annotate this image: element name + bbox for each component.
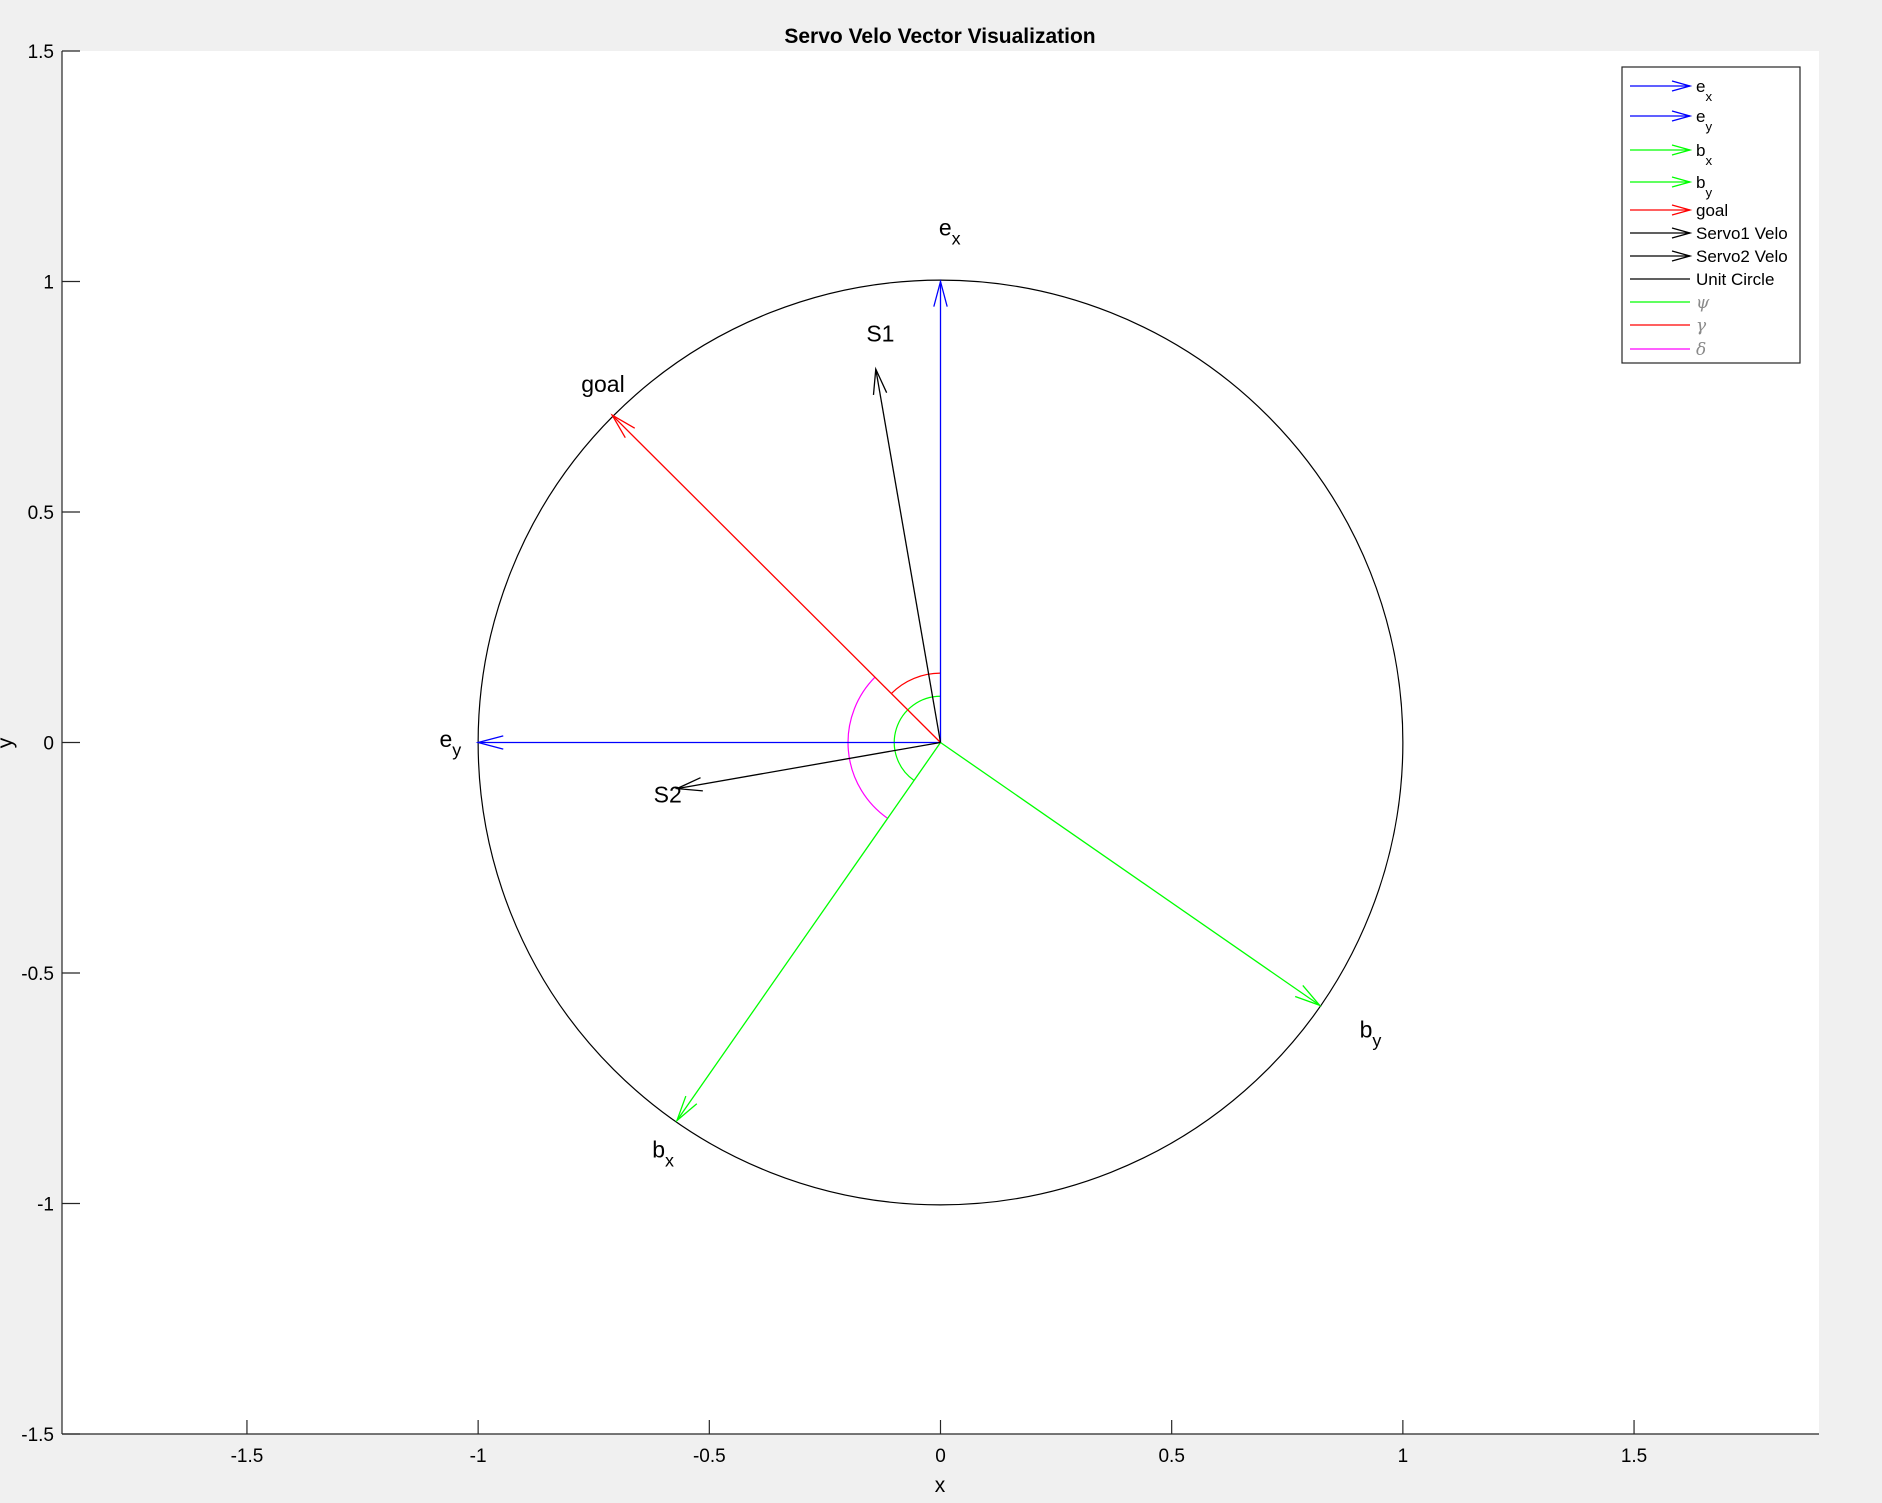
y-tick-label: 1 (43, 273, 54, 294)
y-tick-label: -0.5 (21, 964, 54, 985)
legend-label-ex-main: e (1696, 77, 1705, 96)
x-tick-label: -1 (470, 1446, 487, 1467)
axis-ticks: -1.5 -1 -0.5 0 0.5 1 1.5 -1.5 -1 -0.5 0 0.5 1 1.5 (21, 42, 1647, 1467)
legend-label-bx: bx (1696, 141, 1712, 168)
y-tick-label: 0.5 (28, 503, 54, 524)
x-tick-label: -1.5 (231, 1446, 264, 1467)
legend-arrowhead-s2 (1671, 250, 1693, 262)
legend-arrowhead-goal (1671, 204, 1693, 216)
vector-label-by-main: b (1360, 1017, 1373, 1043)
legend-arrowhead-s1 (1671, 227, 1693, 239)
vector-label-goal: goal (581, 371, 624, 397)
legend-label-bx-main: b (1696, 141, 1705, 160)
legend-arrowhead-by (1671, 176, 1693, 188)
arrowhead-s1 (872, 366, 888, 396)
legend-label-by-main: b (1696, 173, 1705, 192)
legend-label-ex-sub: x (1705, 89, 1712, 104)
legend-label-ey: ey (1696, 107, 1712, 134)
vector-label-bx-main: b (652, 1136, 665, 1162)
legend-label-psi-main: ψ (1696, 293, 1710, 313)
x-tick-label: 1.5 (1621, 1446, 1647, 1467)
arrowhead-goal (610, 413, 636, 438)
arrowhead-s2 (674, 777, 703, 792)
vector-by (940, 741, 1321, 1006)
y-axis-label: y (0, 737, 17, 748)
arc-delta (847, 676, 888, 819)
x-tick-label: 0 (935, 1446, 946, 1467)
legend-label-bx-sub: x (1705, 153, 1712, 168)
legend-label-unit-circle-main: Unit Circle (1696, 270, 1774, 289)
y-tick-label: -1 (37, 1195, 54, 1216)
vector-label-by-sub: y (1372, 1031, 1381, 1051)
legend-label-s2-main: Servo2 Velo (1696, 247, 1788, 266)
x-axis-label: x (935, 1474, 946, 1497)
vector-bx (676, 742, 942, 1121)
arrowhead-ex (933, 278, 948, 307)
legend-label-unit-circle: Unit Circle (1696, 270, 1774, 289)
x-tick-label: -0.5 (693, 1446, 726, 1467)
vector-label-goal-main: goal (581, 371, 624, 397)
legend-label-by: by (1696, 173, 1712, 200)
vector-label-ex-sub: x (952, 228, 961, 248)
vector-label-s2: S2 (654, 781, 682, 807)
legend-label-s1-main: Servo1 Velo (1696, 224, 1788, 243)
chart-title: Servo Velo Vector Visualization (784, 25, 1095, 48)
x-tick-label: 1 (1398, 1446, 1409, 1467)
y-tick-label: 1.5 (28, 42, 54, 63)
arrowhead-bx (675, 1095, 698, 1123)
legend-label-gamma-main: γ (1696, 316, 1707, 336)
vector-s2 (676, 741, 941, 790)
vector-label-ey: ey (440, 726, 462, 760)
legend-arrowhead-bx (1671, 144, 1693, 156)
legend-label-delta-main: δ (1696, 340, 1706, 360)
vector-label-s1: S1 (866, 320, 894, 346)
arrowhead-by (1294, 985, 1322, 1007)
y-tick-label: -1.5 (21, 1425, 54, 1446)
legend-label-s1: Servo1 Velo (1696, 224, 1788, 243)
y-tick-label: 0 (43, 734, 54, 755)
vector-goal (611, 414, 941, 743)
vector-label-bx-sub: x (665, 1150, 674, 1170)
vector-label-ey-main: e (440, 726, 453, 752)
vector-s1 (875, 368, 942, 743)
legend-label-ey-sub: y (1705, 119, 1712, 134)
arc-psi (893, 695, 941, 781)
legend-label-s2: Servo2 Velo (1696, 247, 1788, 266)
vector-label-ey-sub: y (452, 740, 461, 760)
legend-label-ex: ex (1696, 77, 1712, 104)
legend-label-psi: ψ (1696, 293, 1710, 313)
legend-label-goal-main: goal (1696, 201, 1728, 220)
arrowhead-ey (475, 735, 504, 750)
legend-label-gamma: γ (1696, 316, 1707, 336)
legend-label-ey-main: e (1696, 107, 1705, 126)
vector-label-s1-main: S1 (866, 320, 894, 346)
vector-label-bx: bx (652, 1136, 674, 1170)
vector-label-ex: ex (939, 214, 961, 248)
legend-label-by-sub: y (1705, 185, 1712, 200)
vector-label-by: by (1360, 1017, 1382, 1051)
vector-label-ex-main: e (939, 214, 952, 240)
arc-gamma (891, 672, 941, 694)
legend-label-goal: goal (1696, 201, 1728, 220)
legend-arrowhead-ex (1671, 80, 1693, 92)
legend-label-delta: δ (1696, 340, 1706, 360)
x-tick-label: 0.5 (1158, 1446, 1184, 1467)
legend-arrowhead-ey (1671, 110, 1693, 122)
vector-label-s2-main: S2 (654, 781, 682, 807)
